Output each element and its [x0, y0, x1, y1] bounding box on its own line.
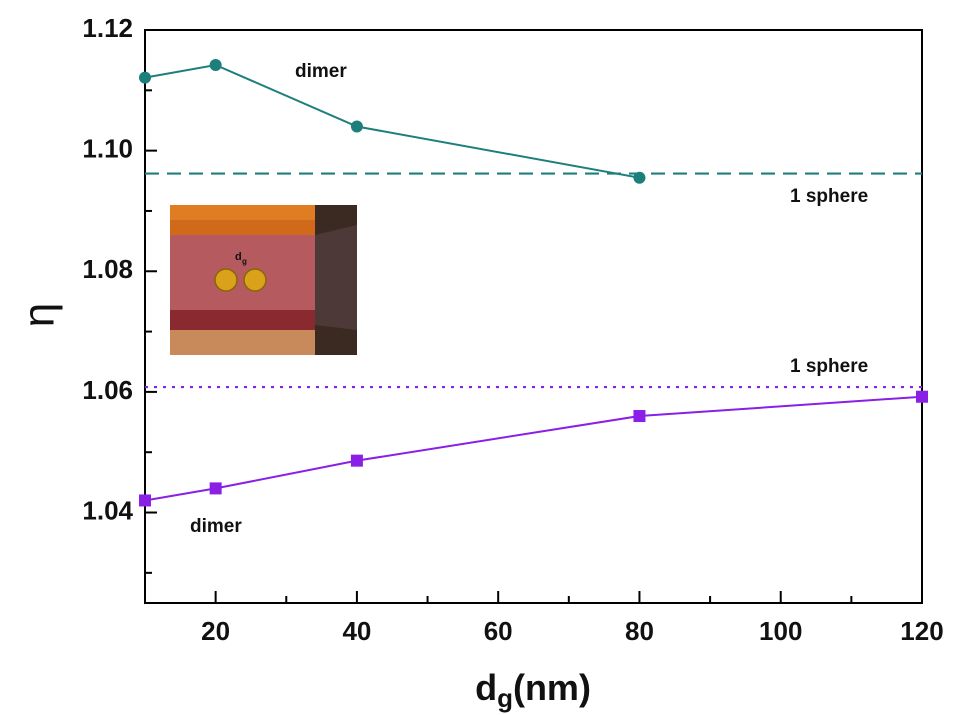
marker	[139, 72, 151, 84]
x-axis-label: dg(nm)	[475, 667, 591, 713]
y-axis-label: η	[15, 303, 64, 327]
annotation: 1 sphere	[790, 186, 868, 207]
y-tick-label: 1.10	[82, 134, 133, 164]
x-axis-label-sub: g	[497, 683, 513, 713]
y-tick-label: 1.06	[82, 375, 133, 405]
y-tick-label: 1.08	[82, 254, 133, 284]
annotation: dimer	[190, 516, 242, 537]
inset-illustration: d g	[170, 205, 357, 355]
marker	[633, 172, 645, 184]
y-tick-label: 1.04	[82, 495, 133, 525]
marker	[139, 494, 151, 506]
x-tick-label: 100	[759, 616, 802, 646]
series-line	[145, 65, 639, 178]
annotation: 1 sphere	[790, 356, 868, 377]
x-tick-label: 40	[342, 616, 371, 646]
marker	[633, 410, 645, 422]
x-tick-label: 60	[484, 616, 513, 646]
x-tick-label: 20	[201, 616, 230, 646]
chart: d g η dg(nm) 204060801001201.041.061.081…	[0, 0, 955, 715]
annotation: dimer	[295, 61, 347, 82]
marker	[351, 121, 363, 133]
marker	[916, 391, 928, 403]
inset-label-sub: g	[242, 257, 247, 266]
x-tick-label: 120	[900, 616, 943, 646]
inset-label: d	[235, 251, 242, 263]
y-tick-label: 1.12	[82, 13, 133, 43]
x-axis-label-unit: (nm)	[513, 667, 591, 708]
marker	[351, 455, 363, 467]
series-line	[145, 397, 922, 501]
marker	[210, 482, 222, 494]
marker	[210, 59, 222, 71]
x-tick-label: 80	[625, 616, 654, 646]
x-axis-label-main: d	[475, 667, 497, 708]
